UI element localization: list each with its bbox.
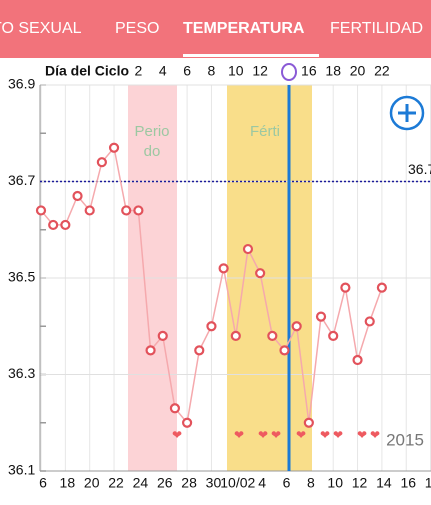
- cycle-day: 8: [208, 63, 216, 79]
- temperature-point: [218, 263, 229, 274]
- temperature-point: [206, 321, 217, 332]
- temperature-point: [96, 157, 107, 168]
- temperature-point: [352, 354, 363, 366]
- temperature-point: [133, 205, 144, 216]
- x-tick-label: 10/02: [220, 475, 255, 491]
- x-tick-label: 20: [84, 475, 100, 491]
- temperature-point: [72, 190, 83, 202]
- heart-icon: ❤: [172, 428, 182, 442]
- temperature-point: [279, 345, 290, 356]
- tab[interactable]: FERTILIDAD: [330, 20, 423, 37]
- cycle-day: 6: [183, 63, 191, 79]
- x-tick-label: 6: [39, 475, 47, 491]
- temperature-point: [315, 311, 327, 322]
- x-tick-label: 16: [400, 475, 416, 491]
- x-tick-label: 18: [60, 475, 76, 491]
- temperature-point: [242, 243, 254, 255]
- heart-icon: ❤: [234, 428, 244, 442]
- heart-icon: ❤: [296, 428, 306, 442]
- cycle-day: 12: [252, 63, 268, 79]
- cycle-day: 4: [159, 63, 167, 79]
- y-tick-label: 36.5: [8, 269, 35, 285]
- temperature-point: [35, 205, 47, 216]
- temperature-point: [255, 268, 266, 279]
- heart-icon: ❤: [271, 428, 281, 442]
- cycle-day: 2: [135, 63, 143, 79]
- tab[interactable]: TEMPERATURA: [183, 20, 305, 37]
- temperature-point: [169, 403, 181, 414]
- temperature-point: [121, 205, 132, 216]
- temperature-point: [340, 282, 351, 293]
- heart-icon: ❤: [333, 428, 343, 442]
- heart-icon: ❤: [258, 428, 268, 442]
- temperature-point: [364, 316, 375, 327]
- x-tick-label: 6: [283, 475, 291, 491]
- temperature-point: [328, 330, 339, 341]
- x-tick-label: 4: [258, 475, 266, 491]
- temperature-point: [48, 219, 59, 231]
- cycle-day: 16: [301, 63, 317, 79]
- temperature-point: [145, 345, 156, 356]
- tab[interactable]: TO SEXUAL: [0, 20, 82, 37]
- cycle-day: 22: [374, 63, 390, 79]
- y-tick-label: 36.7: [8, 172, 35, 188]
- temperature-point: [291, 321, 302, 332]
- x-tick-label: 28: [181, 475, 197, 491]
- ovulation-marker: [281, 63, 297, 81]
- x-tick-label: 26: [157, 475, 173, 491]
- x-tick-label: 30: [206, 475, 222, 491]
- heart-icon: ❤: [320, 428, 330, 442]
- temperature-point: [376, 282, 387, 293]
- temperature-point: [182, 417, 193, 428]
- temperature-point: [108, 142, 120, 153]
- temperature-point: [267, 330, 278, 341]
- cycle-day: 10: [228, 63, 244, 79]
- y-tick-label: 36.3: [8, 365, 35, 381]
- cycle-day: 20: [350, 63, 366, 79]
- cycle-label: Día del Ciclo: [45, 63, 129, 79]
- tab-bar: [0, 0, 431, 58]
- temperature-point: [84, 205, 95, 216]
- year-label: 2015: [386, 430, 424, 449]
- x-tick-label: 18: [425, 475, 431, 491]
- temperature-point: [230, 330, 241, 341]
- x-tick-label: 12: [352, 475, 368, 491]
- y-tick-label: 36.9: [8, 76, 35, 92]
- y-tick-label: 36.1: [8, 462, 35, 478]
- temperature-point: [157, 330, 168, 341]
- temperature-point: [60, 219, 71, 231]
- x-tick-label: 24: [133, 475, 149, 491]
- x-tick-label: 10: [327, 475, 343, 491]
- active-tab-indicator: [183, 54, 319, 57]
- add-button[interactable]: [389, 95, 425, 131]
- tab[interactable]: PESO: [115, 20, 159, 37]
- heart-icon: ❤: [370, 428, 380, 442]
- x-tick-label: 14: [376, 475, 392, 491]
- heart-icon: ❤: [357, 428, 367, 442]
- period-label: Perio do: [134, 123, 169, 160]
- x-tick-label: 8: [307, 475, 315, 491]
- fertile-label: Férti: [250, 123, 280, 140]
- cycle-day: 18: [325, 63, 341, 79]
- coverline-label: 36.7: [408, 161, 431, 177]
- temperature-point: [303, 417, 314, 428]
- temperature-point: [194, 345, 205, 356]
- x-tick-label: 22: [108, 475, 124, 491]
